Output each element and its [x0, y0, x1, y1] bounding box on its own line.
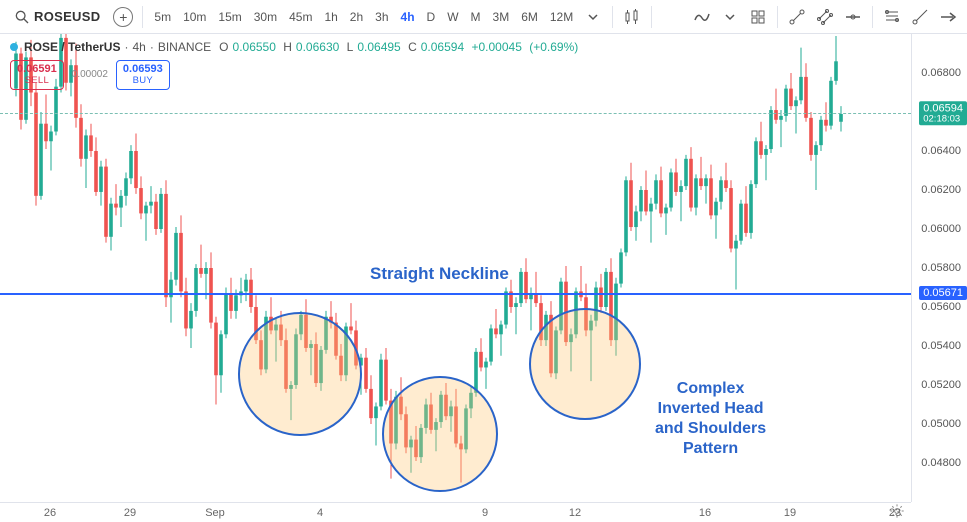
- last-price-label: 0.0659402:18:03: [919, 101, 967, 125]
- coin-icon: [10, 43, 18, 51]
- chart-legend: ROSE / TetherUS · 4h · BINANCE O0.06550 …: [10, 40, 578, 90]
- y-tick: 0.06000: [921, 223, 961, 235]
- timeframe-12M[interactable]: 12M: [545, 7, 578, 27]
- x-tick: 23: [889, 507, 901, 519]
- chevron-down-icon: [588, 12, 598, 22]
- x-tick: 9: [482, 507, 488, 519]
- drawing-trendline-button[interactable]: [784, 4, 810, 30]
- y-tick: 0.05800: [921, 262, 961, 274]
- legend-ohlc: O0.06550 H0.06630 L0.06495 C0.06594 +0.0…: [215, 40, 578, 54]
- separator: [651, 6, 652, 28]
- indicators-button[interactable]: [689, 4, 715, 30]
- legend-exchange: BINANCE: [158, 40, 211, 54]
- y-tick: 0.04800: [921, 457, 961, 469]
- hline-icon: [844, 8, 862, 26]
- y-tick: 0.06800: [921, 67, 961, 79]
- sell-badge[interactable]: 0.06591 SELL: [10, 60, 64, 90]
- timeframe-15m[interactable]: 15m: [213, 7, 246, 27]
- candles-icon: [623, 8, 641, 26]
- separator: [777, 6, 778, 28]
- x-tick: Sep: [205, 507, 225, 519]
- legend-pair[interactable]: ROSE / TetherUS: [24, 40, 120, 54]
- drawing-extended-button[interactable]: [935, 4, 961, 30]
- fib-icon: [883, 8, 901, 26]
- last-price-line: [0, 113, 911, 114]
- y-tick: 0.06200: [921, 184, 961, 196]
- timeframe-4h[interactable]: 4h: [396, 7, 420, 27]
- timeframe-3M[interactable]: 3M: [488, 7, 515, 27]
- add-compare-button[interactable]: +: [110, 4, 136, 30]
- y-tick: 0.05400: [921, 340, 961, 352]
- search-icon: [14, 9, 30, 25]
- timeframe-5m[interactable]: 5m: [149, 7, 176, 27]
- timeframe-30m[interactable]: 30m: [249, 7, 282, 27]
- timeframe-dropdown[interactable]: [580, 4, 606, 30]
- indicators-icon: [693, 8, 711, 26]
- timeframe-2h[interactable]: 2h: [345, 7, 368, 27]
- annotation-pattern[interactable]: ComplexInverted Headand ShouldersPattern: [655, 379, 766, 459]
- annotation-neckline[interactable]: Straight Neckline: [370, 263, 509, 284]
- x-tick: 12: [569, 507, 581, 519]
- price-plot[interactable]: Straight Neckline ComplexInverted Headand…: [0, 34, 911, 502]
- trendline-icon: [788, 8, 806, 26]
- separator: [142, 6, 143, 28]
- timeframe-1h[interactable]: 1h: [319, 7, 342, 27]
- timeframe-W[interactable]: W: [442, 7, 463, 27]
- symbol-name: ROSEUSD: [34, 9, 100, 24]
- timeframe-10m[interactable]: 10m: [178, 7, 211, 27]
- symbol-search[interactable]: ROSEUSD: [6, 6, 108, 28]
- neckline[interactable]: [0, 293, 911, 295]
- separator: [872, 6, 873, 28]
- timeframe-3h[interactable]: 3h: [370, 7, 393, 27]
- pattern-circle-1[interactable]: [382, 376, 498, 492]
- right-toolbar: [689, 4, 961, 30]
- drawing-hline-button[interactable]: [840, 4, 866, 30]
- separator: [612, 6, 613, 28]
- y-axis[interactable]: 0.068000.066000.064000.062000.060000.058…: [911, 34, 967, 502]
- x-axis[interactable]: 26 29 Sep 4 9 12 16 19 23: [0, 502, 911, 522]
- x-tick: 29: [124, 507, 136, 519]
- plus-icon: +: [113, 7, 133, 27]
- y-tick: 0.05600: [921, 301, 961, 313]
- arrow-icon: [939, 8, 957, 26]
- y-tick: 0.05200: [921, 379, 961, 391]
- chevron-down-icon: [725, 12, 735, 22]
- x-tick: 16: [699, 507, 711, 519]
- timeframe-6M[interactable]: 6M: [516, 7, 543, 27]
- drawing-parallel-button[interactable]: [812, 4, 838, 30]
- x-tick: 26: [44, 507, 56, 519]
- legend-interval: 4h: [132, 40, 145, 54]
- x-tick: 19: [784, 507, 796, 519]
- timeframe-M[interactable]: M: [466, 7, 486, 27]
- x-tick: 4: [317, 507, 323, 519]
- drawing-ray-button[interactable]: [907, 4, 933, 30]
- timeframe-list: 5m10m15m30m45m1h2h3h4hDWM3M6M12M: [149, 7, 578, 27]
- timeframe-D[interactable]: D: [422, 7, 441, 27]
- timeframe-45m[interactable]: 45m: [284, 7, 317, 27]
- y-tick: 0.05000: [921, 418, 961, 430]
- ray-icon: [911, 8, 929, 26]
- layouts-button[interactable]: [745, 4, 771, 30]
- drawing-fib-button[interactable]: [879, 4, 905, 30]
- grid-icon: [750, 9, 766, 25]
- neckline-price-label: 0.05671: [919, 286, 967, 300]
- pattern-circle-2[interactable]: [529, 308, 641, 420]
- pattern-circle-0[interactable]: [238, 312, 362, 436]
- y-tick: 0.06400: [921, 145, 961, 157]
- chart-style-button[interactable]: [619, 4, 645, 30]
- spread-value: 0.00002: [72, 69, 108, 80]
- parallel-icon: [816, 8, 834, 26]
- top-toolbar: ROSEUSD + 5m10m15m30m45m1h2h3h4hDWM3M6M1…: [0, 0, 967, 34]
- buy-badge[interactable]: 0.06593 BUY: [116, 60, 170, 90]
- indicators-dropdown[interactable]: [717, 4, 743, 30]
- chart-area: Straight Neckline ComplexInverted Headand…: [0, 34, 967, 522]
